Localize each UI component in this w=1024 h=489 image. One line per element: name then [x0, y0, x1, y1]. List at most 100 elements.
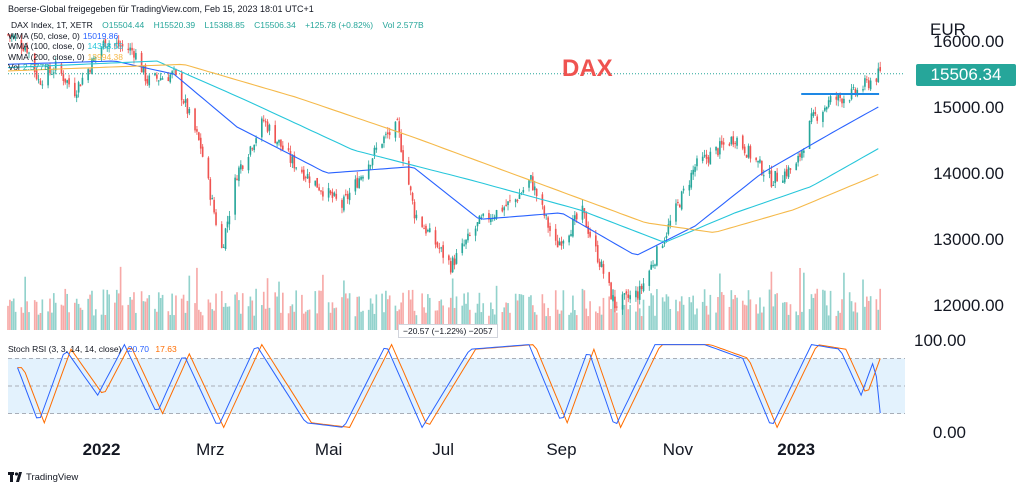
- candle-body: [341, 200, 343, 208]
- volume-bar: [877, 309, 880, 330]
- candle-body: [650, 264, 652, 270]
- volume-bar: [654, 315, 656, 330]
- candle-body: [12, 36, 15, 39]
- volume-bar: [625, 289, 628, 330]
- volume-bar: [879, 288, 882, 330]
- volume-bar: [841, 299, 843, 330]
- volume-bar: [854, 302, 857, 330]
- candle-body: [554, 228, 557, 241]
- volume-bar: [62, 305, 65, 330]
- candle-body: [652, 265, 654, 267]
- candle-body: [184, 99, 187, 103]
- candle-body: [694, 166, 696, 172]
- volume-bar: [94, 309, 97, 330]
- volume-bar: [121, 305, 124, 330]
- volume-bar: [629, 304, 631, 330]
- candle-body: [669, 220, 672, 226]
- volume-bar: [453, 307, 456, 330]
- volume-bar: [358, 296, 360, 330]
- volume-bar: [757, 313, 759, 330]
- candle-body: [602, 264, 605, 274]
- candle-body: [51, 73, 53, 75]
- volume-bar: [703, 289, 706, 330]
- volume-bar: [344, 293, 347, 330]
- volume-bar: [507, 303, 509, 330]
- candle-body: [188, 108, 191, 114]
- volume-bar: [554, 290, 557, 330]
- candle-body: [369, 165, 372, 167]
- candle-body: [665, 235, 668, 239]
- volume-bar: [240, 313, 242, 330]
- candle-body: [514, 199, 517, 203]
- candle-body: [367, 164, 370, 179]
- volume-bar: [228, 306, 231, 330]
- wma50-row[interactable]: WMA (50, close, 0) 15019.86: [8, 31, 428, 42]
- candle-body: [268, 124, 271, 131]
- high-value: H15520.39: [153, 20, 196, 30]
- volume-bar: [66, 293, 68, 330]
- volume-bar: [75, 298, 78, 330]
- volume-bar: [864, 306, 866, 330]
- candle-body: [862, 89, 864, 91]
- chart-header: Boerse-Global freigegeben für TradingVie…: [8, 4, 314, 14]
- volume-bar: [747, 290, 750, 330]
- candle-body: [335, 193, 338, 199]
- x-axis-tick: 2023: [777, 440, 815, 459]
- volume-bar: [306, 310, 309, 330]
- tradingview-brand[interactable]: TradingView: [8, 472, 78, 483]
- candle-body: [841, 98, 843, 104]
- volume-bar: [331, 302, 334, 330]
- candle-body: [703, 155, 706, 157]
- wma200-row[interactable]: WMA (200, close, 0) 13994.38: [8, 52, 428, 63]
- candle-body: [356, 177, 359, 188]
- stoch-rsi-k-line: [17, 343, 881, 429]
- volume-bar: [60, 304, 63, 330]
- volume-bar: [425, 312, 427, 330]
- vol-row[interactable]: Vol 2.577B: [8, 62, 428, 73]
- wma-line-50: [7, 60, 879, 256]
- candle-body: [675, 203, 677, 222]
- candle-body: [161, 78, 164, 80]
- volume-bar: [402, 292, 404, 330]
- wma100-row[interactable]: WMA (100, close, 0) 14388.55: [8, 41, 428, 52]
- rsi-axis-tick: 0.00: [933, 423, 966, 442]
- candle-body: [148, 75, 151, 86]
- volume-bar: [428, 297, 431, 330]
- candle-body: [720, 140, 723, 145]
- volume-bar: [49, 298, 51, 330]
- candle-body: [785, 169, 788, 177]
- stoch-rsi-legend[interactable]: Stoch RSI (3, 3, 14, 14, close) 20.70 17…: [8, 344, 177, 354]
- volume-bar: [598, 306, 601, 330]
- candle-body: [68, 78, 70, 85]
- candle-body: [400, 133, 402, 152]
- volume-bar: [171, 293, 173, 330]
- volume-bar: [9, 299, 11, 330]
- volume-bar: [169, 314, 172, 330]
- candle-body: [81, 77, 84, 85]
- candle-body: [383, 136, 385, 144]
- candle-body: [20, 39, 23, 49]
- candle-body: [448, 255, 450, 261]
- volume-bar: [274, 292, 277, 330]
- candle-body: [39, 80, 42, 85]
- volume-bar: [144, 301, 147, 330]
- candle-body: [583, 208, 586, 214]
- volume-bar: [184, 312, 187, 330]
- candle-body: [87, 69, 89, 81]
- candle-body: [612, 295, 614, 301]
- volume-bar: [157, 292, 160, 330]
- volume-bar: [398, 309, 401, 330]
- candle-body: [516, 200, 519, 202]
- volume-bar: [26, 301, 28, 330]
- volume-bar: [516, 300, 519, 330]
- symbol-label[interactable]: DAX Index, 1T, XETR: [11, 20, 93, 30]
- volume-bar: [814, 293, 817, 330]
- candle-body: [707, 157, 710, 163]
- candle-body: [879, 67, 882, 71]
- volume-bar: [302, 313, 305, 330]
- volume-bar: [348, 293, 351, 330]
- candle-body: [409, 186, 412, 191]
- volume-bar: [759, 297, 761, 330]
- candle-body: [770, 170, 773, 187]
- candle-body: [465, 239, 467, 245]
